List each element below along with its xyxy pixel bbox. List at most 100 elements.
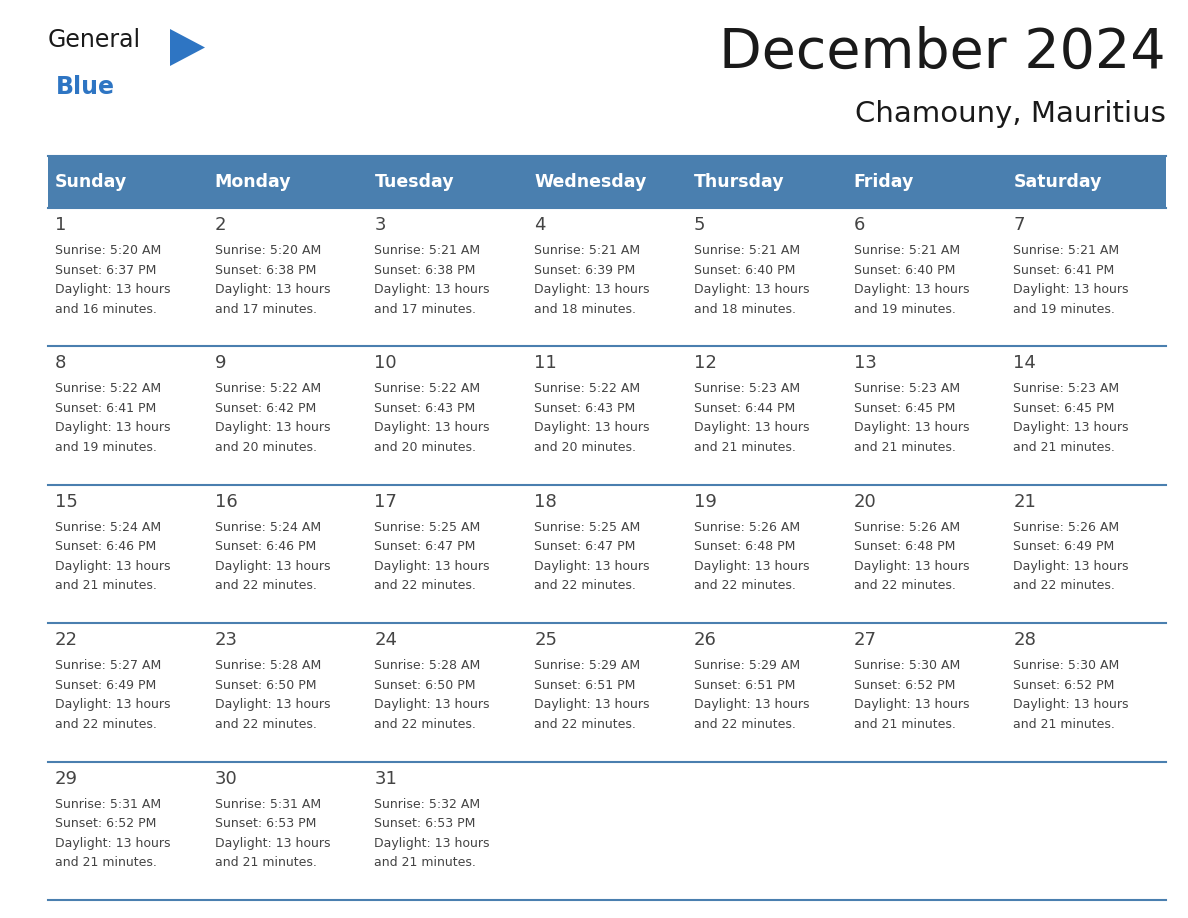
Bar xyxy=(48,208,208,346)
Text: and 22 minutes.: and 22 minutes. xyxy=(694,579,796,592)
Bar xyxy=(367,623,527,762)
Text: Sunrise: 5:23 AM: Sunrise: 5:23 AM xyxy=(1013,383,1119,396)
Bar xyxy=(687,485,847,623)
Text: Daylight: 13 hours: Daylight: 13 hours xyxy=(853,699,969,711)
Text: 10: 10 xyxy=(374,354,397,373)
Text: Sunrise: 5:32 AM: Sunrise: 5:32 AM xyxy=(374,798,481,811)
Text: Sunset: 6:38 PM: Sunset: 6:38 PM xyxy=(215,263,316,276)
Bar xyxy=(1006,346,1165,485)
Text: Daylight: 13 hours: Daylight: 13 hours xyxy=(215,699,330,711)
Text: Sunset: 6:48 PM: Sunset: 6:48 PM xyxy=(853,541,955,554)
Text: Daylight: 13 hours: Daylight: 13 hours xyxy=(55,283,171,296)
Bar xyxy=(847,346,1006,485)
Bar xyxy=(48,762,208,900)
Text: Sunrise: 5:27 AM: Sunrise: 5:27 AM xyxy=(55,659,162,672)
Text: and 22 minutes.: and 22 minutes. xyxy=(853,579,955,592)
Text: Daylight: 13 hours: Daylight: 13 hours xyxy=(694,283,809,296)
Bar xyxy=(847,762,1006,900)
Text: Sunset: 6:47 PM: Sunset: 6:47 PM xyxy=(374,541,476,554)
Bar xyxy=(367,156,527,208)
Bar xyxy=(847,623,1006,762)
Text: Sunrise: 5:21 AM: Sunrise: 5:21 AM xyxy=(535,244,640,257)
Bar xyxy=(687,623,847,762)
Text: 7: 7 xyxy=(1013,216,1025,234)
Text: Sunset: 6:53 PM: Sunset: 6:53 PM xyxy=(374,817,476,830)
Text: Sunset: 6:40 PM: Sunset: 6:40 PM xyxy=(694,263,795,276)
Text: Sunrise: 5:25 AM: Sunrise: 5:25 AM xyxy=(535,521,640,533)
Text: Sunrise: 5:22 AM: Sunrise: 5:22 AM xyxy=(55,383,162,396)
Text: Sunset: 6:43 PM: Sunset: 6:43 PM xyxy=(374,402,475,415)
Bar xyxy=(367,485,527,623)
Text: Friday: Friday xyxy=(853,173,914,191)
Text: Sunset: 6:50 PM: Sunset: 6:50 PM xyxy=(374,678,476,691)
Text: and 18 minutes.: and 18 minutes. xyxy=(694,303,796,316)
Text: and 21 minutes.: and 21 minutes. xyxy=(1013,441,1116,453)
Bar xyxy=(48,156,208,208)
Text: Sunset: 6:42 PM: Sunset: 6:42 PM xyxy=(215,402,316,415)
Text: Blue: Blue xyxy=(56,75,115,99)
Text: and 20 minutes.: and 20 minutes. xyxy=(215,441,317,453)
Text: 26: 26 xyxy=(694,632,716,649)
Text: Sunset: 6:48 PM: Sunset: 6:48 PM xyxy=(694,541,795,554)
Text: and 20 minutes.: and 20 minutes. xyxy=(374,441,476,453)
Bar xyxy=(527,623,687,762)
Text: Sunset: 6:52 PM: Sunset: 6:52 PM xyxy=(1013,678,1114,691)
Bar xyxy=(208,208,367,346)
Text: Sunrise: 5:24 AM: Sunrise: 5:24 AM xyxy=(215,521,321,533)
Text: Daylight: 13 hours: Daylight: 13 hours xyxy=(374,699,489,711)
Text: 4: 4 xyxy=(535,216,545,234)
Text: 20: 20 xyxy=(853,493,877,510)
Text: Sunset: 6:51 PM: Sunset: 6:51 PM xyxy=(535,678,636,691)
Bar xyxy=(687,156,847,208)
Text: Daylight: 13 hours: Daylight: 13 hours xyxy=(215,421,330,434)
Text: Sunset: 6:40 PM: Sunset: 6:40 PM xyxy=(853,263,955,276)
Bar xyxy=(48,623,208,762)
Text: 15: 15 xyxy=(55,493,78,510)
Text: Thursday: Thursday xyxy=(694,173,784,191)
Text: Sunrise: 5:20 AM: Sunrise: 5:20 AM xyxy=(215,244,321,257)
Text: Sunrise: 5:31 AM: Sunrise: 5:31 AM xyxy=(215,798,321,811)
Bar xyxy=(687,762,847,900)
Text: and 21 minutes.: and 21 minutes. xyxy=(374,856,476,869)
Text: Sunrise: 5:26 AM: Sunrise: 5:26 AM xyxy=(694,521,800,533)
Text: Wednesday: Wednesday xyxy=(535,173,646,191)
Text: Daylight: 13 hours: Daylight: 13 hours xyxy=(374,283,489,296)
Text: 2: 2 xyxy=(215,216,226,234)
Text: 11: 11 xyxy=(535,354,557,373)
Text: Daylight: 13 hours: Daylight: 13 hours xyxy=(535,560,650,573)
Text: Sunset: 6:53 PM: Sunset: 6:53 PM xyxy=(215,817,316,830)
Text: Daylight: 13 hours: Daylight: 13 hours xyxy=(55,560,171,573)
Text: Sunset: 6:37 PM: Sunset: 6:37 PM xyxy=(55,263,157,276)
Text: Sunrise: 5:31 AM: Sunrise: 5:31 AM xyxy=(55,798,162,811)
Text: 28: 28 xyxy=(1013,632,1036,649)
Bar xyxy=(48,346,208,485)
Text: and 17 minutes.: and 17 minutes. xyxy=(374,303,476,316)
Bar xyxy=(847,485,1006,623)
Bar xyxy=(208,485,367,623)
Text: Sunset: 6:51 PM: Sunset: 6:51 PM xyxy=(694,678,795,691)
Text: 18: 18 xyxy=(535,493,557,510)
Text: and 22 minutes.: and 22 minutes. xyxy=(535,579,636,592)
Text: Sunset: 6:46 PM: Sunset: 6:46 PM xyxy=(55,541,157,554)
Text: Daylight: 13 hours: Daylight: 13 hours xyxy=(1013,699,1129,711)
Text: and 18 minutes.: and 18 minutes. xyxy=(535,303,636,316)
Text: Daylight: 13 hours: Daylight: 13 hours xyxy=(694,421,809,434)
Bar xyxy=(527,208,687,346)
Bar xyxy=(367,208,527,346)
Text: and 22 minutes.: and 22 minutes. xyxy=(374,718,476,731)
Text: and 19 minutes.: and 19 minutes. xyxy=(1013,303,1116,316)
Text: 30: 30 xyxy=(215,769,238,788)
Bar xyxy=(527,762,687,900)
Text: Sunset: 6:46 PM: Sunset: 6:46 PM xyxy=(215,541,316,554)
Text: Sunset: 6:50 PM: Sunset: 6:50 PM xyxy=(215,678,316,691)
Text: Sunrise: 5:30 AM: Sunrise: 5:30 AM xyxy=(853,659,960,672)
Text: Sunrise: 5:29 AM: Sunrise: 5:29 AM xyxy=(694,659,800,672)
Bar xyxy=(367,762,527,900)
Text: and 22 minutes.: and 22 minutes. xyxy=(535,718,636,731)
Text: Sunset: 6:47 PM: Sunset: 6:47 PM xyxy=(535,541,636,554)
Bar xyxy=(48,485,208,623)
Text: Sunset: 6:38 PM: Sunset: 6:38 PM xyxy=(374,263,476,276)
Text: and 19 minutes.: and 19 minutes. xyxy=(55,441,157,453)
Text: and 21 minutes.: and 21 minutes. xyxy=(215,856,316,869)
Text: Sunrise: 5:22 AM: Sunrise: 5:22 AM xyxy=(215,383,321,396)
